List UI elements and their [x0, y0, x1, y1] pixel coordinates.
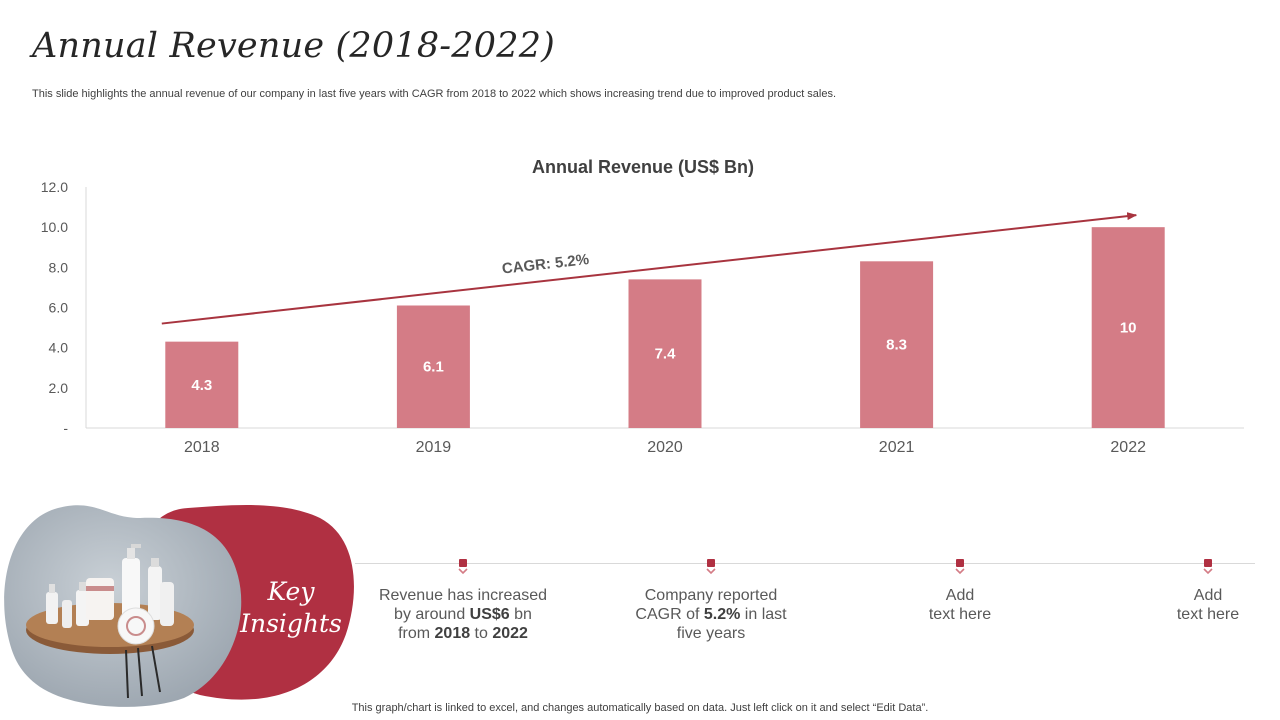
product-photo [4, 505, 242, 707]
timeline-marker [1202, 559, 1214, 579]
cagr-trend-arrow [161, 212, 1138, 325]
chevron-down-icon [955, 568, 965, 575]
bar-2020[interactable] [628, 279, 702, 428]
slide-subtitle: This slide highlights the annual revenue… [32, 88, 837, 100]
y-tick-label: 6.0 [49, 300, 69, 316]
y-tick-label: 4.0 [49, 340, 69, 356]
x-tick-label: 2020 [647, 439, 683, 456]
chevron-down-icon [706, 568, 716, 575]
x-tick-label: 2018 [184, 439, 220, 456]
y-tick-label: 2.0 [49, 380, 69, 396]
revenue-bar-chart[interactable]: Annual Revenue (US$ Bn) - 2.0 4.0 6.0 8.0 10.… [0, 140, 1280, 470]
timeline-marker [705, 559, 717, 579]
key-insights-line1: Key [267, 577, 315, 606]
timeline-marker [954, 559, 966, 579]
bar-series: 4.3 6.1 7.4 8.3 10 [165, 227, 1165, 428]
bar-2019[interactable] [396, 305, 470, 428]
slide-title: Annual Revenue (2018-2022) [32, 26, 556, 66]
key-insights-line2: Insights [240, 609, 342, 638]
y-tick-label: 8.0 [49, 259, 69, 275]
x-axis-labels: 2018 2019 2020 2021 2022 [184, 439, 1146, 456]
y-axis-ticks: - 2.0 4.0 6.0 8.0 10.0 12.0 [41, 179, 69, 436]
x-tick-label: 2021 [879, 439, 915, 456]
insight-item-2: Company reported CAGR of 5.2% in last five… [635, 587, 787, 642]
footnote: This graph/chart is linked to excel, and… [351, 702, 929, 714]
key-insights-heading: Key Insights [226, 576, 356, 640]
chevron-down-icon [458, 568, 468, 575]
timeline-marker [457, 559, 469, 579]
chevron-down-icon [1203, 568, 1213, 575]
cagr-label: CAGR: 5.2% [501, 251, 590, 278]
y-tick-label: - [63, 420, 68, 436]
x-tick-label: 2022 [1110, 439, 1146, 456]
key-insights-graphic [4, 505, 354, 707]
bar-value-label: 4.3 [191, 377, 212, 394]
y-tick-label: 12.0 [41, 179, 68, 195]
bar-value-label: 10 [1120, 320, 1137, 337]
chart-title: Annual Revenue (US$ Bn) [532, 157, 754, 177]
insight-item-1: Revenue has increased by around US$6 bn fr… [378, 587, 548, 642]
bar-2022[interactable] [1091, 227, 1165, 428]
insight-item-3: Add text here [928, 587, 992, 623]
bar-value-label: 6.1 [423, 359, 444, 376]
bar-2018[interactable] [165, 341, 239, 428]
x-tick-label: 2019 [416, 439, 452, 456]
insight-item-4: Add text here [1176, 587, 1240, 623]
bar-value-label: 7.4 [655, 346, 677, 363]
bar-value-label: 8.3 [886, 337, 907, 354]
y-tick-label: 10.0 [41, 219, 68, 235]
bar-2021[interactable] [860, 261, 934, 428]
insights-timeline [355, 563, 1255, 564]
